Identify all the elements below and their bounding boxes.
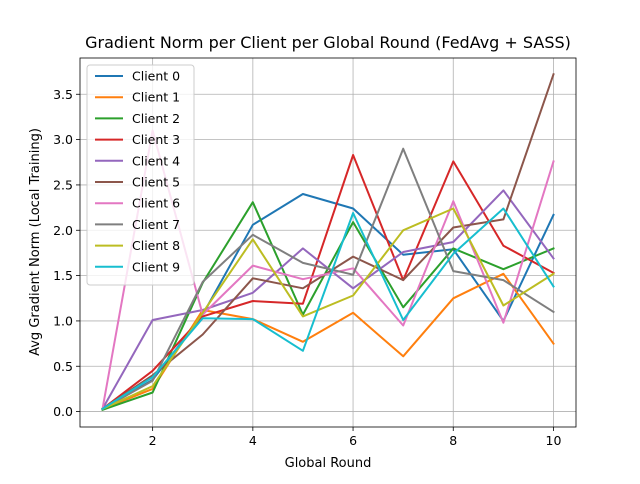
y-tick-label: 2.0 <box>53 223 73 238</box>
x-tick-label: 6 <box>349 433 357 448</box>
x-tick-label: 10 <box>546 433 562 448</box>
x-axis-label: Global Round <box>285 456 372 471</box>
legend-label: Client 9 <box>132 259 180 274</box>
legend-box <box>86 64 195 286</box>
y-tick-label: 1.5 <box>53 268 73 283</box>
x-tick-label: 8 <box>449 433 457 448</box>
legend: Client 0 Client 1 Client 2 Client 3 Client 4… <box>86 64 195 286</box>
legend-label: Client 3 <box>132 132 180 147</box>
chart-title: Gradient Norm per Client per Global Roun… <box>85 33 571 52</box>
series-line-client-9 <box>101 207 555 411</box>
x-tick-label: 2 <box>149 433 157 448</box>
series-line-client-1 <box>101 272 555 411</box>
series-line-client-8 <box>101 207 555 411</box>
y-tick-label: 2.5 <box>53 177 73 192</box>
plot-frame <box>79 57 577 428</box>
series-line-client-5 <box>101 73 555 411</box>
series-line-client-7 <box>101 147 555 411</box>
legend-label: Client 4 <box>132 153 180 168</box>
legend-label: Client 8 <box>132 238 180 253</box>
legend-label: Client 5 <box>132 175 180 190</box>
plot-border <box>79 57 577 428</box>
y-tick-label: 3.5 <box>53 87 73 102</box>
axis-ticks: 2 4 6 8 10 0.0 0.5 1.0 1.5 2.0 2.5 3.0 3.5 <box>53 87 561 448</box>
x-tick-label: 4 <box>249 433 257 448</box>
series-line-client-3 <box>101 154 555 411</box>
legend-label: Client 6 <box>132 196 180 211</box>
legend-label: Client 7 <box>132 217 180 232</box>
y-tick-label: 1.0 <box>53 313 73 328</box>
y-tick-label: 0.0 <box>53 404 73 419</box>
legend-label: Client 0 <box>132 69 180 84</box>
legend-label: Client 2 <box>132 111 180 126</box>
y-tick-label: 0.5 <box>53 359 73 374</box>
series-lines <box>101 73 555 412</box>
y-tick-label: 3.0 <box>53 132 73 147</box>
legend-label: Client 1 <box>132 90 180 105</box>
y-axis-label: Avg Gradient Norm (Local Training) <box>28 128 43 356</box>
